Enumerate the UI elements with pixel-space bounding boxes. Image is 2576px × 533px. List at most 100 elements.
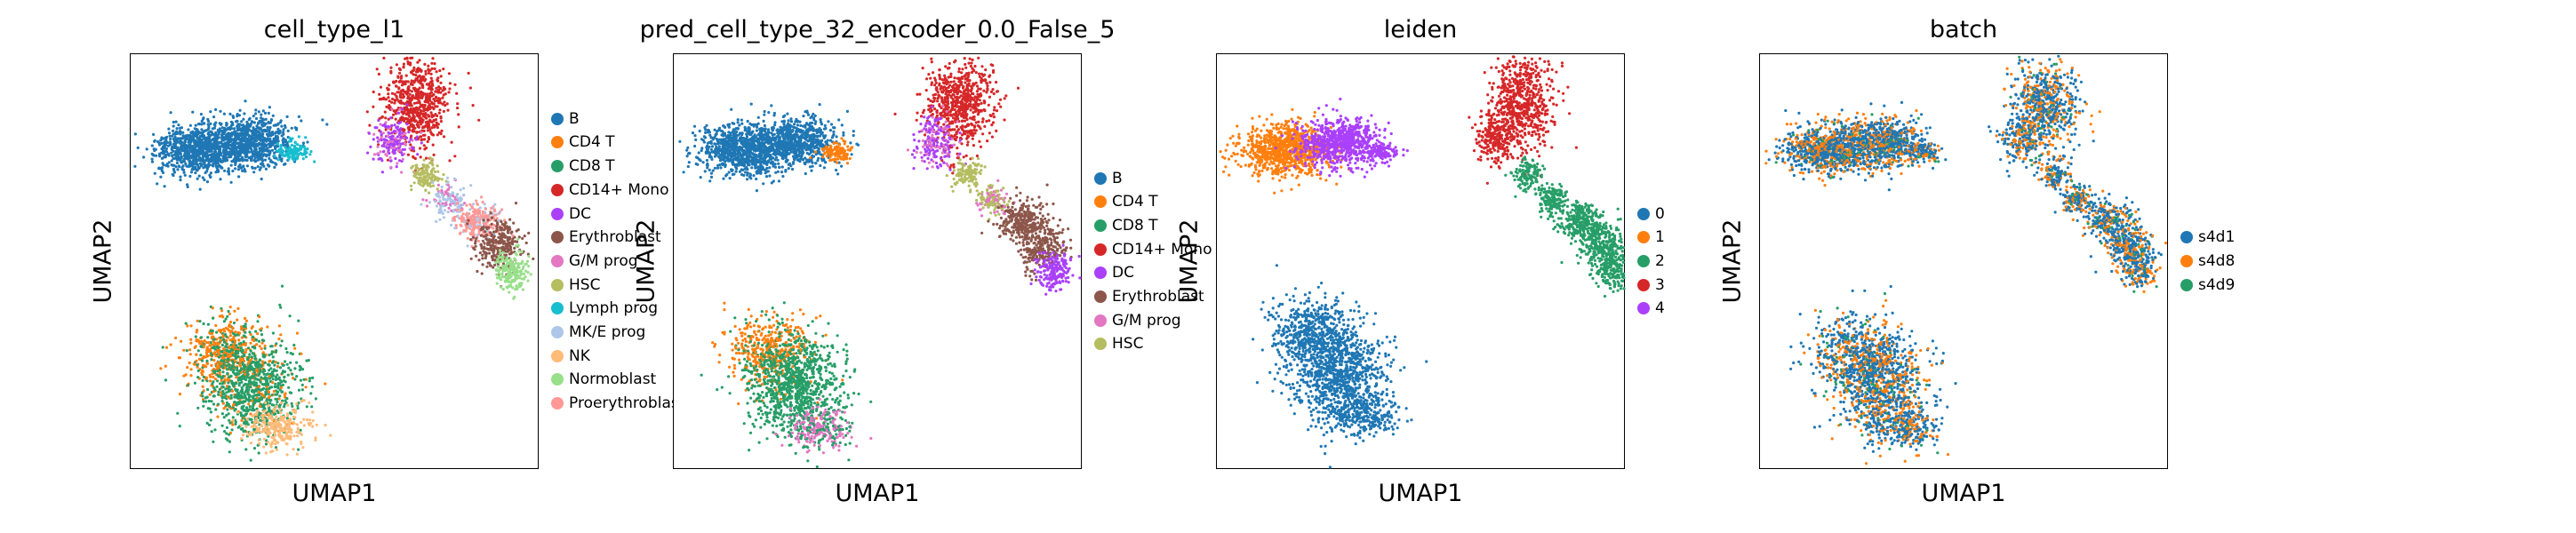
- scatter-point: [449, 193, 452, 196]
- scatter-point: [226, 395, 229, 399]
- scatter-point: [209, 418, 212, 422]
- scatter-point: [232, 368, 236, 372]
- scatter-point: [232, 115, 236, 119]
- scatter-point: [298, 368, 301, 371]
- scatter-point: [243, 133, 246, 137]
- scatter-point: [218, 352, 221, 355]
- scatter-point: [272, 360, 276, 363]
- scatter-point: [513, 257, 516, 260]
- scatter-point: [515, 272, 518, 275]
- scatter-point: [446, 108, 450, 112]
- scatter-point: [251, 360, 254, 363]
- scatter-point: [195, 160, 198, 163]
- scatter-point: [420, 203, 423, 206]
- scatter-point: [377, 118, 380, 123]
- scatter-point: [253, 147, 257, 150]
- scatter-point: [506, 266, 509, 270]
- scatter-point: [164, 378, 168, 382]
- scatter-point: [252, 367, 255, 370]
- scatter-point: [503, 266, 507, 270]
- scatter-point: [468, 86, 472, 90]
- scatter-point: [269, 367, 273, 370]
- scatter-point: [239, 411, 243, 415]
- scatter-point: [262, 406, 266, 410]
- scatter-point: [476, 203, 479, 206]
- scatter-point: [519, 273, 523, 277]
- scatter-point: [507, 228, 510, 232]
- scatter-point: [171, 154, 174, 158]
- scatter-point: [428, 156, 432, 160]
- scatter-point: [243, 368, 246, 371]
- scatter-point: [460, 219, 464, 223]
- scatter-point: [249, 122, 252, 125]
- scatter-point: [197, 145, 201, 149]
- scatter-point: [512, 264, 516, 267]
- scatter-point: [494, 260, 498, 264]
- scatter-point: [241, 395, 244, 400]
- scatter-point: [372, 138, 375, 141]
- scatter-point: [248, 353, 252, 356]
- scatter-point: [244, 319, 248, 322]
- scatter-point: [500, 246, 504, 250]
- scatter-point: [422, 158, 426, 162]
- scatter-point: [412, 110, 416, 114]
- scatter-point: [258, 345, 261, 348]
- scatter-point: [201, 394, 204, 398]
- scatter-point: [415, 68, 419, 71]
- scatter-point: [492, 251, 495, 254]
- scatter-point: [388, 155, 392, 159]
- scatter-point: [430, 61, 434, 65]
- scatter-point: [417, 80, 420, 84]
- scatter-point: [263, 346, 267, 350]
- scatter-point: [409, 56, 412, 60]
- scatter-point: [442, 196, 445, 200]
- scatter-point: [481, 200, 484, 204]
- scatter-point: [240, 386, 244, 389]
- scatter-point: [266, 125, 269, 129]
- scatter-point: [241, 400, 245, 404]
- scatter-point: [241, 348, 244, 352]
- scatter-point: [185, 349, 188, 353]
- scatter-point: [241, 351, 244, 354]
- scatter-point: [301, 141, 306, 145]
- scatter-point: [308, 153, 312, 156]
- scatter-point: [430, 132, 434, 136]
- scatter-point: [216, 341, 220, 345]
- scatter-point: [228, 421, 232, 425]
- scatter-point: [455, 91, 459, 95]
- scatter-point: [412, 170, 416, 173]
- scatter-point: [223, 330, 227, 333]
- scatter-point: [430, 79, 434, 83]
- scatter-point: [212, 359, 216, 362]
- scatter-point: [455, 202, 459, 205]
- scatter-point: [169, 111, 172, 115]
- scatter-point: [446, 180, 450, 184]
- scatter-point: [424, 188, 428, 192]
- scatter-point: [277, 405, 281, 409]
- scatter-point: [258, 400, 261, 403]
- scatter-point: [435, 193, 438, 196]
- scatter-point: [292, 343, 296, 347]
- scatter-point: [396, 76, 400, 79]
- scatter-point: [219, 382, 222, 386]
- scatter-point: [250, 418, 253, 421]
- scatter-point: [225, 133, 228, 137]
- scatter-point: [260, 158, 264, 162]
- scatter-point: [432, 98, 436, 101]
- scatter-point: [222, 346, 226, 351]
- scatter-point: [485, 265, 489, 268]
- scatter-point: [221, 139, 226, 142]
- scatter-point: [237, 134, 241, 139]
- scatter-point: [223, 430, 227, 434]
- scatter-point: [233, 395, 236, 399]
- scatter-point: [437, 177, 441, 180]
- scatter-point: [183, 143, 187, 147]
- scatter-point: [251, 395, 254, 399]
- scatter-point: [402, 116, 405, 120]
- scatter-point: [490, 245, 493, 250]
- scatter-point: [164, 346, 169, 349]
- scatter-point: [435, 204, 439, 208]
- scatter-point: [422, 129, 426, 132]
- scatter-point: [472, 233, 476, 236]
- scatter-point: [311, 376, 315, 379]
